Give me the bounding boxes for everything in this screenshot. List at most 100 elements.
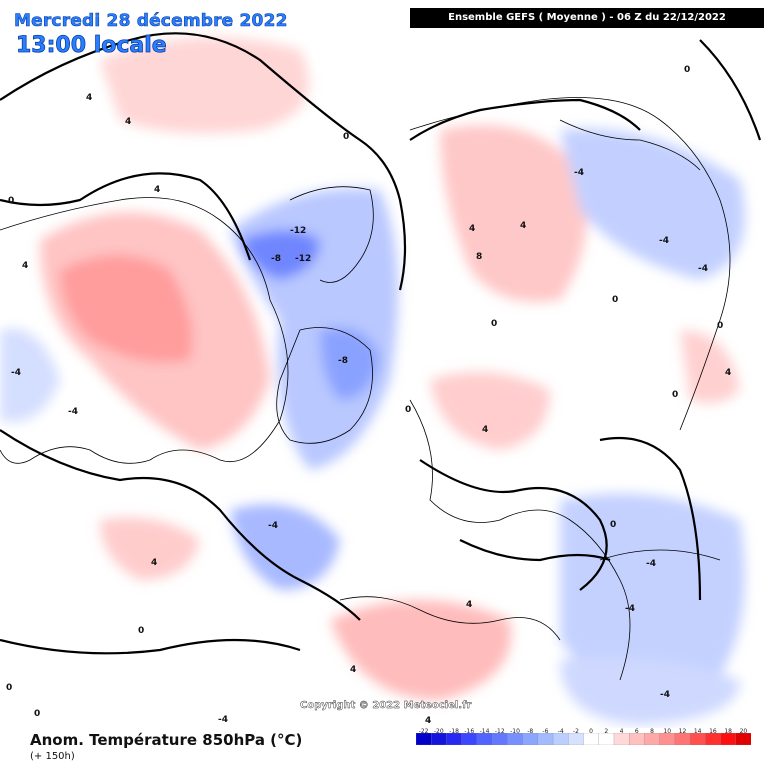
colorbar-swatch [735,733,751,745]
colorbar-swatch [431,733,448,745]
contour-label: 4 [482,425,488,435]
contour-label: -4 [218,715,228,725]
contour-label: 0 [717,321,723,331]
colorbar-swatch [583,733,600,745]
contour-label: 4 [350,665,356,675]
cold-region-sahara [560,657,740,725]
colorbar-tick-label: -4 [557,728,564,735]
copyright-notice: Copyright © 2022 Meteociel.fr [300,700,472,711]
colorbar-swatch [598,733,615,745]
colorbar-tick-label: 12 [678,728,687,735]
contour-label: -12 [295,254,311,264]
colorbar-tick-label: -12 [494,728,505,735]
colorbar-tick-label: -20 [433,728,444,735]
contour-label: 4 [520,221,526,231]
anomaly-fields [0,37,745,725]
map-footer: Anom. Température 850hPa (°C) (+ 150h) -… [0,728,768,768]
colorbar-swatch [491,733,508,745]
contour-label: -12 [290,226,306,236]
contour-label: -4 [698,264,708,274]
contour-label: 4 [725,368,731,378]
warm-region-mediterranean [330,600,512,700]
contour-label: 0 [343,132,349,142]
colorbar-swatch [461,733,478,745]
colorbar-tick-label: 6 [634,728,639,735]
colorbar-swatch [537,733,554,745]
colorbar [416,733,751,745]
colorbar-swatch [674,733,691,745]
colorbar-tick-label: 16 [709,728,717,735]
contour-label: -8 [271,254,281,264]
colorbar-swatch [552,733,569,745]
contour-label: 0 [6,683,12,693]
contour-label: 8 [476,252,482,262]
colorbar-tick-label: 14 [693,728,702,735]
colorbar-swatch [705,733,722,745]
colorbar-tick-label: -2 [572,728,579,735]
contour-label: 0 [491,319,497,329]
colorbar-swatch [446,733,463,745]
contour-label: 0 [612,295,618,305]
contour-lines [0,32,762,655]
colorbar-swatch [659,733,676,745]
colorbar-tick-label: 0 [589,728,594,735]
colorbar-tick-label: -10 [510,728,520,735]
contour-label: 0 [684,65,690,75]
lead-time-label: (+ 150h) [30,751,75,762]
warm-region-japan [680,330,740,404]
coastlines [0,97,731,681]
contour-label: 0 [405,405,411,415]
contour-label: 4 [154,185,160,195]
cold-region-west [0,328,60,422]
colorbar-tick-label: -18 [449,728,459,735]
contour-label: 0 [34,709,40,719]
model-banner: Ensemble GEFS ( Moyenne ) - 06 Z du 22/1… [410,8,764,28]
forecast-time: 13:00 locale [16,33,168,59]
colorbar-ticks: -22 -20 -18 -16 -14 -12 -10 -8 -6 -4 -2 0 2 4 6 8 10 12 14… [416,728,751,740]
colorbar-swatch [522,733,539,745]
colorbar-swatch [689,733,706,745]
contour-label: 4 [425,716,431,726]
colorbar-tick-label: -8 [527,728,534,735]
contour-label: 4 [125,117,131,127]
colorbar-swatch [644,733,661,745]
warm-core-north-america [60,255,193,363]
colorbar-tick-label: 4 [619,728,624,735]
anomaly-map: 4 4 4 4 0 0 0 -4 -4 -8 -12 -12 -8 -4 4 4… [0,32,762,726]
contour-labels: 4 4 4 4 0 0 0 -4 -4 -8 -12 -12 -8 -4 4 4… [6,65,731,726]
contour-label: 4 [466,600,472,610]
contour-label: -8 [338,356,348,366]
colorbar-swatch [629,733,645,745]
forecast-date: Mercredi 28 décembre 2022 [14,11,288,32]
contour-label: 4 [22,261,28,271]
warm-region-pacific [100,37,309,134]
contour-label: -4 [660,690,670,700]
contour-label: 4 [151,558,157,568]
cold-core-greenland [320,328,380,400]
contour-label: -4 [659,236,669,246]
colorbar-tick-label: -16 [464,728,475,735]
contour-label: -4 [11,368,21,378]
contour-label: -4 [68,407,78,417]
colorbar-tick-label: 10 [663,728,672,735]
colorbar-tick-label: 20 [739,728,748,735]
contour-label: 0 [8,196,14,206]
warm-region-central-asia [430,372,550,450]
contour-label: -4 [625,604,635,614]
warm-region-siberia [440,125,587,302]
contour-label: -4 [646,559,656,569]
colorbar-tick-label: -6 [542,728,549,735]
colorbar-swatch [568,733,585,745]
contour-label: 0 [610,520,616,530]
colorbar-tick-label: 2 [604,728,609,735]
colorbar-swatch [720,733,737,745]
variable-label: Anom. Température 850hPa (°C) [30,731,303,749]
contour-label: -4 [574,168,584,178]
colorbar-tick-label: -22 [418,728,429,735]
colorbar-tick-label: 8 [650,728,654,735]
colorbar-swatch [476,733,493,745]
colorbar-tick-label: 18 [724,728,733,735]
cold-region-north-atlantic [230,504,340,590]
cold-core-arctic-canada [240,230,320,280]
contour-label: 4 [86,93,92,103]
